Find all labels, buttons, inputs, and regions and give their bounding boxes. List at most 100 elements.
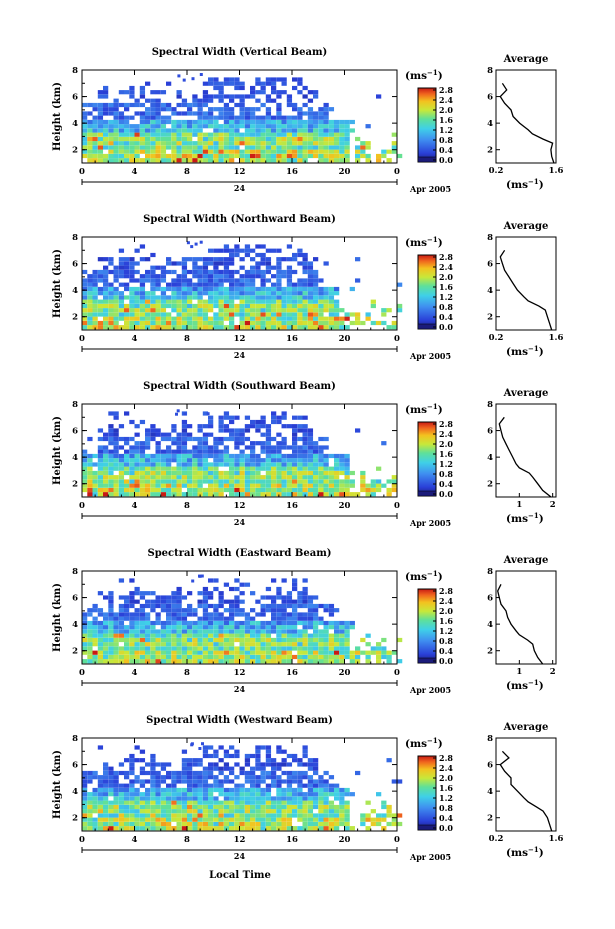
heatmap-cell (92, 308, 98, 313)
heatmap-cell (271, 145, 277, 150)
heatmap-cell (355, 646, 361, 651)
heatmap-cell (339, 128, 345, 133)
heatmap-cell (355, 492, 361, 497)
heatmap-cell (176, 826, 182, 831)
heatmap-cell (160, 115, 167, 120)
heatmap-cell (244, 274, 251, 279)
heatmap-cell (129, 646, 135, 651)
heatmap-cell (292, 115, 298, 120)
heatmap-cell (223, 141, 230, 146)
heatmap-cell (260, 153, 266, 159)
heatmap-cell (202, 278, 209, 283)
heatmap-cell (192, 470, 198, 476)
heatmap-cell (218, 595, 224, 600)
heatmap-cell (349, 470, 355, 476)
heatmap-cell (139, 90, 146, 95)
heatmap-cell (255, 804, 261, 810)
heatmap-cell (97, 303, 104, 309)
heatmap-cell (82, 646, 88, 651)
heatmap-cell (213, 299, 219, 304)
heatmap-cell (103, 128, 109, 133)
heatmap-cell (139, 299, 146, 304)
heatmap-cell (370, 809, 376, 814)
heatmap-cell (97, 625, 104, 630)
heatmap-cell (118, 762, 125, 767)
heatmap-cell (339, 320, 345, 326)
heatmap-cell (155, 804, 161, 810)
heatmap-cell (171, 479, 177, 484)
heatmap-cell (187, 145, 193, 150)
heatmap-cell (229, 792, 235, 797)
heatmap-cell (192, 141, 198, 146)
heatmap-cell (218, 620, 224, 626)
heatmap-cell (281, 90, 287, 95)
heatmap-cell (292, 102, 298, 108)
heatmap-cell (171, 145, 177, 150)
heatmap-cell (271, 766, 277, 771)
heatmap-cell (302, 453, 308, 459)
heatmap-cell (381, 813, 387, 818)
heatmap-cell (250, 441, 256, 446)
heatmap-cell (255, 119, 261, 125)
heatmap-cell (255, 458, 261, 463)
heatmap-cell (271, 603, 277, 609)
heatmap-cell (229, 650, 235, 655)
heatmap-cell (239, 81, 245, 86)
heatmap-cell (150, 800, 156, 805)
heatmap-cell (155, 770, 161, 776)
heatmap-cell (276, 654, 282, 660)
heatmap-cell (339, 149, 345, 154)
heatmap-cell (260, 320, 266, 326)
heatmap-cell (323, 817, 329, 822)
heatmap-cell (234, 608, 240, 613)
heatmap-cell (150, 128, 156, 133)
heatmap-cell (97, 475, 104, 480)
heatmap-cell (323, 299, 329, 304)
heatmap-cell (134, 320, 140, 326)
heatmap-cell (92, 633, 98, 638)
heatmap-cell (244, 158, 251, 163)
heatmap-cell (218, 141, 224, 146)
heatmap-cell (218, 136, 224, 142)
heatmap-cell (307, 758, 314, 763)
colorbar-tick-label: 0.8 (439, 135, 453, 145)
heatmap-cell (271, 470, 277, 476)
heatmap-cell (234, 119, 240, 125)
heatmap-cell (171, 654, 177, 660)
heatmap-cell (192, 800, 198, 805)
heatmap-cell (297, 591, 303, 596)
heatmap-cell (118, 111, 125, 116)
heatmap-cell (150, 299, 156, 304)
heatmap-cell (208, 659, 214, 664)
heatmap-cell (260, 274, 266, 279)
heatmap-cell (281, 603, 287, 609)
heatmap-cell (281, 770, 287, 776)
heatmap-cell (286, 295, 293, 300)
heatmap-cell (134, 629, 140, 634)
heatmap-cell (302, 591, 308, 596)
heatmap-cell (229, 475, 235, 480)
heatmap-cell (124, 637, 130, 643)
heatmap-cell (276, 132, 282, 137)
heatmap-cell (323, 102, 329, 108)
heatmap-cell (218, 325, 224, 330)
heatmap-cell (292, 415, 298, 420)
heatmap-cell (260, 458, 266, 463)
heatmap-cell (139, 115, 146, 120)
heatmap-cell (239, 804, 245, 810)
heatmap-cell (334, 119, 340, 125)
heatmap-cell (124, 650, 130, 655)
heatmap-cell (255, 303, 261, 309)
heatmap-cell (260, 124, 266, 129)
heatmap-cell (155, 308, 161, 313)
heatmap-cell (139, 145, 146, 150)
heatmap-cell (318, 141, 324, 146)
average-title: Average (503, 54, 549, 65)
heatmap-cell (213, 492, 219, 497)
heatmap-cell (155, 659, 161, 664)
heatmap-cell (145, 432, 151, 437)
heatmap-cell (318, 149, 324, 154)
heatmap-cell (124, 466, 130, 471)
y-tick-label: 2 (72, 313, 78, 323)
heatmap-cell (150, 650, 156, 655)
